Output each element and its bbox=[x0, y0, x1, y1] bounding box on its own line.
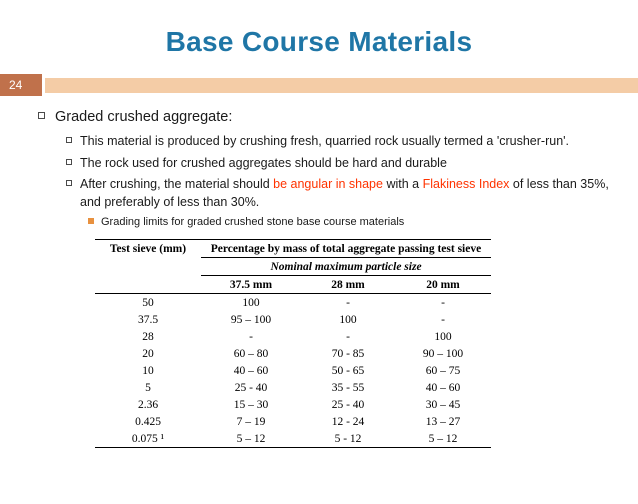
hollow-square-bullet-icon bbox=[66, 137, 72, 144]
sieve-size-cell: 20 bbox=[142, 347, 154, 360]
header-row: 37.5 mm 28 mm 20 mm bbox=[95, 275, 491, 295]
accent-bar bbox=[45, 77, 638, 93]
sieve-size-cell: 28 bbox=[142, 330, 154, 343]
col-header-percentage: Percentage by mass of total aggregate pa… bbox=[201, 239, 491, 259]
hollow-square-bullet-icon bbox=[66, 158, 72, 165]
slide-body: Graded crushed aggregate: This material … bbox=[0, 96, 638, 449]
percentage-cell: - bbox=[346, 330, 350, 343]
table-row: 10 40 – 60 50 - 65 60 – 75 bbox=[95, 362, 491, 379]
percentage-cell: 13 – 27 bbox=[425, 415, 461, 428]
percentage-cell: 30 – 45 bbox=[425, 398, 461, 411]
table-row: 2.36 15 – 30 25 - 40 30 – 45 bbox=[95, 396, 491, 413]
heading-text: Graded crushed aggregate: bbox=[55, 109, 233, 125]
bullet-grading-limits: Grading limits for graded crushed stone … bbox=[88, 215, 618, 229]
percentage-cell: - bbox=[441, 313, 445, 326]
header-row: Test sieve (mm) Percentage by mass of to… bbox=[95, 239, 491, 295]
sieve-size-cell: 0.425 bbox=[135, 415, 161, 428]
grading-limits-table: Test sieve (mm) Percentage by mass of to… bbox=[95, 239, 491, 449]
slide-number: 24 bbox=[0, 74, 42, 96]
sieve-size-cell: 10 bbox=[142, 364, 154, 377]
percentage-cell: 40 – 60 bbox=[233, 364, 269, 377]
percentage-cell: 12 - 24 bbox=[331, 415, 365, 428]
percentage-cell: 25 - 40 bbox=[234, 381, 268, 394]
grading-table-body: 50 100 - - 37.5 95 – 100 100 - 28 - - 100 20 60 – 80 7… bbox=[95, 294, 491, 448]
percentage-cell: 5 - 12 bbox=[334, 432, 362, 445]
bullet-text: After crushing, the material should be a… bbox=[80, 176, 611, 211]
table-row: 20 60 – 80 70 - 85 90 – 100 bbox=[95, 345, 491, 362]
table-header: Test sieve (mm) Percentage by mass of to… bbox=[95, 239, 491, 295]
percentage-cell: - bbox=[249, 330, 253, 343]
bullet-text: This material is produced by crushing fr… bbox=[80, 134, 570, 149]
percentage-cell: 70 - 85 bbox=[331, 347, 365, 360]
bullet-text: Grading limits for graded crushed stone … bbox=[101, 216, 405, 229]
slide: Base Course Materials 24 Graded crushed … bbox=[0, 26, 638, 504]
sieve-size-cell: 0.075 ¹ bbox=[131, 432, 165, 445]
bullet-heading: Graded crushed aggregate: bbox=[38, 108, 618, 126]
table-row: 50 100 - - bbox=[95, 294, 491, 312]
text-segment-red: Flakiness Index bbox=[422, 177, 510, 192]
col-header-test-sieve: Test sieve (mm) bbox=[95, 239, 201, 295]
percentage-cell: 90 – 100 bbox=[422, 347, 464, 360]
percentage-cell: 15 – 30 bbox=[233, 398, 269, 411]
percentage-cell: 100 bbox=[434, 330, 452, 343]
slide-title: Base Course Materials bbox=[165, 26, 473, 57]
sieve-size-cell: 2.36 bbox=[137, 398, 159, 411]
header-row: Nominal maximum particle size bbox=[95, 257, 491, 277]
slide-number-bar: 24 bbox=[0, 74, 638, 96]
col-header-nominal-size: Nominal maximum particle size bbox=[201, 257, 491, 277]
hollow-square-bullet-icon bbox=[66, 180, 72, 187]
text-segment: After crushing, the material should bbox=[80, 177, 274, 192]
col-header-28mm: 28 mm bbox=[301, 275, 395, 295]
table-row: 5 25 - 40 35 - 55 40 – 60 bbox=[95, 379, 491, 396]
col-header-37-5mm: 37.5 mm bbox=[201, 275, 301, 295]
percentage-cell: 100 bbox=[339, 313, 357, 326]
percentage-cell: 95 – 100 bbox=[230, 313, 272, 326]
percentage-cell: 25 - 40 bbox=[331, 398, 365, 411]
percentage-cell: 40 – 60 bbox=[425, 381, 461, 394]
percentage-cell: - bbox=[346, 296, 350, 309]
text-segment: with a bbox=[382, 177, 423, 192]
sieve-size-cell: 50 bbox=[142, 296, 154, 309]
sieve-size-cell: 37.5 bbox=[137, 313, 159, 326]
percentage-cell: 50 - 65 bbox=[331, 364, 365, 377]
percentage-cell: 60 – 80 bbox=[233, 347, 269, 360]
hollow-square-bullet-icon bbox=[38, 112, 45, 119]
text-segment: of less than 35%, and preferably of less… bbox=[80, 177, 609, 209]
percentage-cell: 100 bbox=[242, 296, 260, 309]
table-row: 0.075 ¹ 5 – 12 5 - 12 5 – 12 bbox=[95, 430, 491, 448]
bullet-angular-shape: After crushing, the material should be a… bbox=[66, 176, 611, 211]
percentage-cell: 7 – 19 bbox=[236, 415, 266, 428]
filled-square-bullet-icon bbox=[88, 218, 94, 225]
table-row: 0.425 7 – 19 12 - 24 13 – 27 bbox=[95, 413, 491, 430]
percentage-cell: - bbox=[441, 296, 445, 309]
bullet-hard-durable: The rock used for crushed aggregates sho… bbox=[66, 155, 611, 173]
table-row: 28 - - 100 bbox=[95, 328, 491, 345]
sieve-size-cell: 5 bbox=[145, 381, 151, 394]
percentage-cell: 35 - 55 bbox=[331, 381, 365, 394]
bullet-list: Graded crushed aggregate: This material … bbox=[38, 108, 618, 229]
percentage-cell: 5 – 12 bbox=[236, 432, 266, 445]
percentage-cell: 5 – 12 bbox=[428, 432, 458, 445]
bullet-crusher-run: This material is produced by crushing fr… bbox=[66, 133, 611, 151]
text-segment-red: be angular in shape bbox=[273, 177, 383, 192]
bullet-text: The rock used for crushed aggregates sho… bbox=[80, 155, 447, 170]
col-header-20mm: 20 mm bbox=[395, 275, 491, 295]
percentage-cell: 60 – 75 bbox=[425, 364, 461, 377]
table-row: 37.5 95 – 100 100 - bbox=[95, 311, 491, 328]
